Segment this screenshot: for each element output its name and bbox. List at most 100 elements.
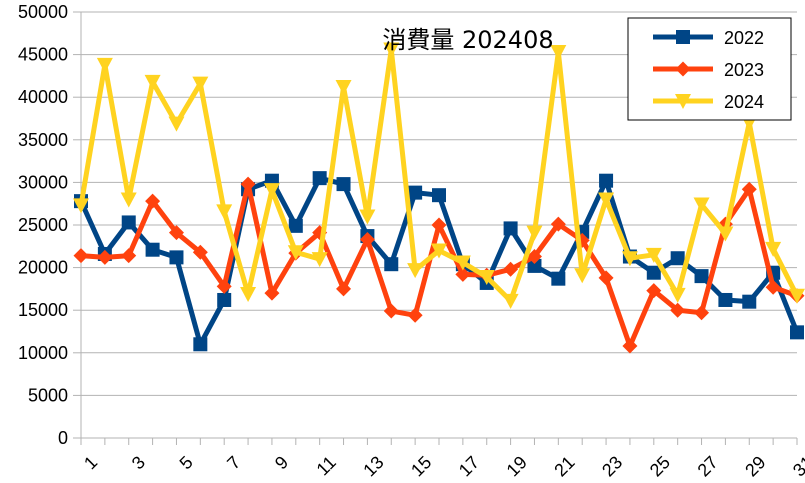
data-point-2022: [193, 337, 208, 352]
data-point-2024: [717, 226, 734, 242]
y-tick-label: 40000: [18, 87, 68, 107]
data-point-2024: [431, 243, 447, 259]
data-point-2022: [790, 325, 804, 340]
data-point-2023: [168, 225, 184, 241]
legend-label: 2023: [724, 60, 764, 80]
data-point-2023: [741, 181, 757, 197]
data-point-2023: [73, 248, 89, 264]
series-line-2022: [78, 175, 800, 347]
y-tick-label: 20000: [18, 258, 68, 278]
data-point-2022: [742, 294, 757, 309]
legend-swatch-marker: [675, 94, 691, 109]
data-point-2023: [240, 176, 256, 192]
y-tick-label: 35000: [18, 130, 68, 150]
data-point-2024: [144, 74, 161, 90]
data-point-2024: [669, 287, 686, 303]
data-point-2022: [432, 188, 446, 203]
data-point-2023: [598, 270, 614, 286]
data-point-2023: [622, 338, 638, 354]
data-point-2024: [287, 245, 304, 261]
data-point-2022: [145, 242, 160, 257]
x-tick-label: 9: [271, 452, 292, 473]
data-point-2023: [646, 283, 662, 299]
data-point-2023: [359, 231, 375, 247]
data-point-2024: [574, 268, 591, 284]
data-point-2023: [431, 217, 447, 233]
x-tick-label: 13: [359, 452, 387, 480]
legend-label: 2024: [724, 92, 764, 112]
x-tick-label: 31: [789, 452, 805, 480]
data-point-2023: [407, 307, 423, 323]
data-point-2023: [97, 249, 113, 265]
data-point-2022: [217, 292, 232, 307]
series-2024: [73, 42, 805, 309]
x-tick-label: 21: [550, 452, 578, 480]
x-tick-label: 1: [80, 452, 101, 473]
data-point-2022: [670, 251, 685, 266]
data-point-2024: [550, 45, 567, 61]
data-point-2024: [526, 225, 543, 241]
data-point-2023: [216, 278, 232, 294]
data-point-2023: [526, 249, 542, 265]
data-point-2022: [121, 215, 136, 230]
data-point-2023: [121, 248, 137, 264]
data-point-2022: [288, 218, 303, 233]
data-point-2024: [789, 288, 805, 304]
data-point-2023: [765, 279, 781, 295]
data-point-2024: [335, 79, 352, 95]
data-point-2024: [645, 247, 662, 263]
series-lines: [73, 42, 805, 354]
legend-item-2024: 2024: [653, 92, 764, 112]
data-point-2022: [312, 171, 327, 186]
data-point-2024: [73, 198, 89, 214]
y-tick-label: 25000: [18, 215, 68, 235]
data-point-2024: [454, 255, 471, 271]
data-point-2023: [145, 193, 161, 209]
data-point-2023: [455, 266, 471, 282]
x-tick-label: 19: [503, 452, 531, 480]
x-tick-label: 25: [646, 452, 674, 480]
legend-item-2022: 2022: [653, 28, 764, 48]
x-tick-label: 5: [176, 452, 197, 473]
data-point-2024: [359, 209, 376, 225]
data-point-2022: [694, 269, 709, 284]
y-tick-label: 45000: [18, 45, 68, 65]
data-point-2023: [192, 244, 208, 260]
data-point-2024: [502, 293, 519, 309]
data-point-2022: [384, 257, 399, 272]
data-point-2024: [216, 204, 233, 220]
data-point-2022: [336, 177, 351, 192]
data-point-2022: [599, 173, 614, 188]
data-point-2024: [311, 252, 328, 268]
y-tick-label: 0: [58, 428, 68, 448]
data-point-2024: [407, 263, 424, 279]
data-point-2024: [263, 183, 280, 199]
data-point-2024: [240, 287, 257, 303]
data-point-2023: [503, 261, 519, 277]
data-point-2023: [694, 305, 710, 321]
data-point-2023: [336, 281, 352, 297]
x-tick-label: 29: [741, 452, 769, 480]
x-tick-label: 27: [694, 452, 722, 480]
data-point-2022: [646, 265, 661, 280]
data-point-2023: [264, 285, 280, 301]
x-tick-label: 23: [598, 452, 626, 480]
data-point-2022: [527, 258, 542, 273]
data-point-2024: [598, 192, 615, 208]
data-point-2023: [670, 302, 686, 318]
x-tick-label: 15: [407, 452, 435, 480]
y-tick-label: 30000: [18, 172, 68, 192]
data-point-2024: [383, 42, 400, 58]
legend-swatch-marker: [675, 61, 691, 77]
legend: 2022 2023 2024: [627, 17, 792, 121]
data-point-2024: [478, 269, 495, 285]
data-point-2024: [168, 116, 185, 132]
data-point-2022: [551, 271, 566, 286]
data-point-2023: [383, 303, 399, 319]
x-tick-label: 7: [223, 452, 244, 473]
data-point-2024: [120, 192, 137, 208]
y-tick-label: 5000: [28, 385, 68, 405]
legend-label: 2022: [724, 28, 764, 48]
series-2023: [73, 176, 805, 354]
